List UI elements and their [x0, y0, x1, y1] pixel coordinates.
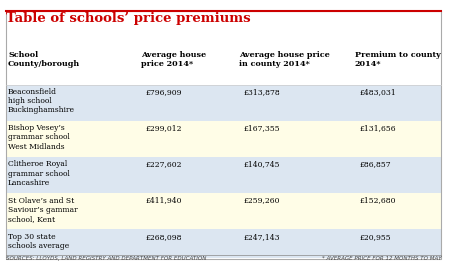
FancyBboxPatch shape [6, 229, 441, 257]
Text: £140,745: £140,745 [243, 160, 280, 169]
Text: £20,955: £20,955 [358, 233, 390, 241]
Text: £167,355: £167,355 [243, 124, 280, 132]
Text: Average house price
in county 2014*: Average house price in county 2014* [239, 51, 329, 68]
Text: £227,602: £227,602 [146, 160, 182, 169]
Text: SOURCES: LLOYDS, LAND REGISTRY AND DEPARTMENT FOR EDUCATION: SOURCES: LLOYDS, LAND REGISTRY AND DEPAR… [6, 256, 206, 261]
Text: Premium to county
2014*: Premium to county 2014* [354, 51, 440, 68]
FancyBboxPatch shape [6, 193, 441, 229]
Text: £268,098: £268,098 [146, 233, 182, 241]
Text: Table of schools’ price premiums: Table of schools’ price premiums [6, 12, 250, 25]
Text: £796,909: £796,909 [146, 88, 182, 96]
Text: Top 30 state
schools average: Top 30 state schools average [8, 233, 69, 250]
Text: £483,031: £483,031 [358, 88, 395, 96]
Text: Bishop Vesey’s
grammar school
West Midlands: Bishop Vesey’s grammar school West Midla… [8, 124, 70, 151]
Text: £86,857: £86,857 [358, 160, 390, 169]
FancyBboxPatch shape [6, 85, 441, 121]
Text: £152,680: £152,680 [358, 197, 395, 205]
FancyBboxPatch shape [6, 48, 441, 85]
Text: Beaconsfield
high school
Buckinghamshire: Beaconsfield high school Buckinghamshire [8, 88, 75, 114]
Text: £411,940: £411,940 [146, 197, 182, 205]
Text: £299,012: £299,012 [146, 124, 182, 132]
Text: School
County/borough: School County/borough [8, 51, 80, 68]
Text: £259,260: £259,260 [243, 197, 280, 205]
Text: £247,143: £247,143 [243, 233, 280, 241]
Text: * AVERAGE PRICE FOR 12 MONTHS TO MAY: * AVERAGE PRICE FOR 12 MONTHS TO MAY [321, 256, 441, 261]
FancyBboxPatch shape [6, 121, 441, 157]
Text: Clitheroe Royal
grammar school
Lancashire: Clitheroe Royal grammar school Lancashir… [8, 160, 70, 187]
FancyBboxPatch shape [6, 157, 441, 193]
Text: £313,878: £313,878 [243, 88, 280, 96]
Text: St Olave’s and St
Saviour’s gammar
school, Kent: St Olave’s and St Saviour’s gammar schoo… [8, 197, 78, 223]
Text: Average house
price 2014*: Average house price 2014* [141, 51, 206, 68]
Text: £131,656: £131,656 [358, 124, 395, 132]
